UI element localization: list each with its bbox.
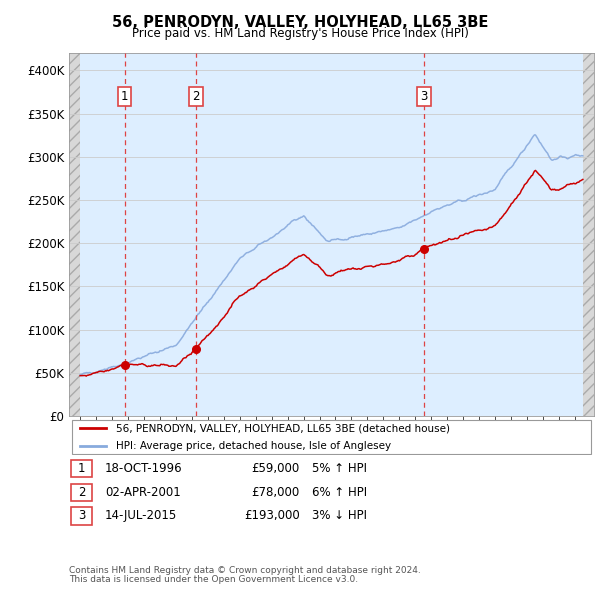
Bar [69,53,80,416]
Text: 56, PENRODYN, VALLEY, HOLYHEAD, LL65 3BE: 56, PENRODYN, VALLEY, HOLYHEAD, LL65 3BE [112,15,488,30]
Text: 18-OCT-1996: 18-OCT-1996 [105,462,182,476]
Text: 3: 3 [78,509,85,523]
Text: 6% ↑ HPI: 6% ↑ HPI [312,486,367,499]
Text: 3% ↓ HPI: 3% ↓ HPI [312,509,367,523]
Text: 2: 2 [192,90,200,103]
Text: Contains HM Land Registry data © Crown copyright and database right 2024.: Contains HM Land Registry data © Crown c… [69,566,421,575]
Text: 5% ↑ HPI: 5% ↑ HPI [312,462,367,476]
Text: 3: 3 [420,90,428,103]
Text: 1: 1 [78,462,85,476]
Text: HPI: Average price, detached house, Isle of Anglesey: HPI: Average price, detached house, Isle… [116,441,391,451]
Text: 02-APR-2001: 02-APR-2001 [105,486,181,499]
Text: Price paid vs. HM Land Registry's House Price Index (HPI): Price paid vs. HM Land Registry's House … [131,27,469,40]
Text: This data is licensed under the Open Government Licence v3.0.: This data is licensed under the Open Gov… [69,575,358,584]
FancyBboxPatch shape [71,460,92,477]
Text: 14-JUL-2015: 14-JUL-2015 [105,509,177,523]
FancyBboxPatch shape [71,484,92,501]
Text: £193,000: £193,000 [244,509,300,523]
FancyBboxPatch shape [71,420,592,454]
Text: 2: 2 [78,486,85,499]
Text: £78,000: £78,000 [252,486,300,499]
Bar [583,53,594,416]
Text: 1: 1 [121,90,128,103]
FancyBboxPatch shape [71,507,92,525]
Text: £59,000: £59,000 [252,462,300,476]
Text: 56, PENRODYN, VALLEY, HOLYHEAD, LL65 3BE (detached house): 56, PENRODYN, VALLEY, HOLYHEAD, LL65 3BE… [116,424,450,434]
